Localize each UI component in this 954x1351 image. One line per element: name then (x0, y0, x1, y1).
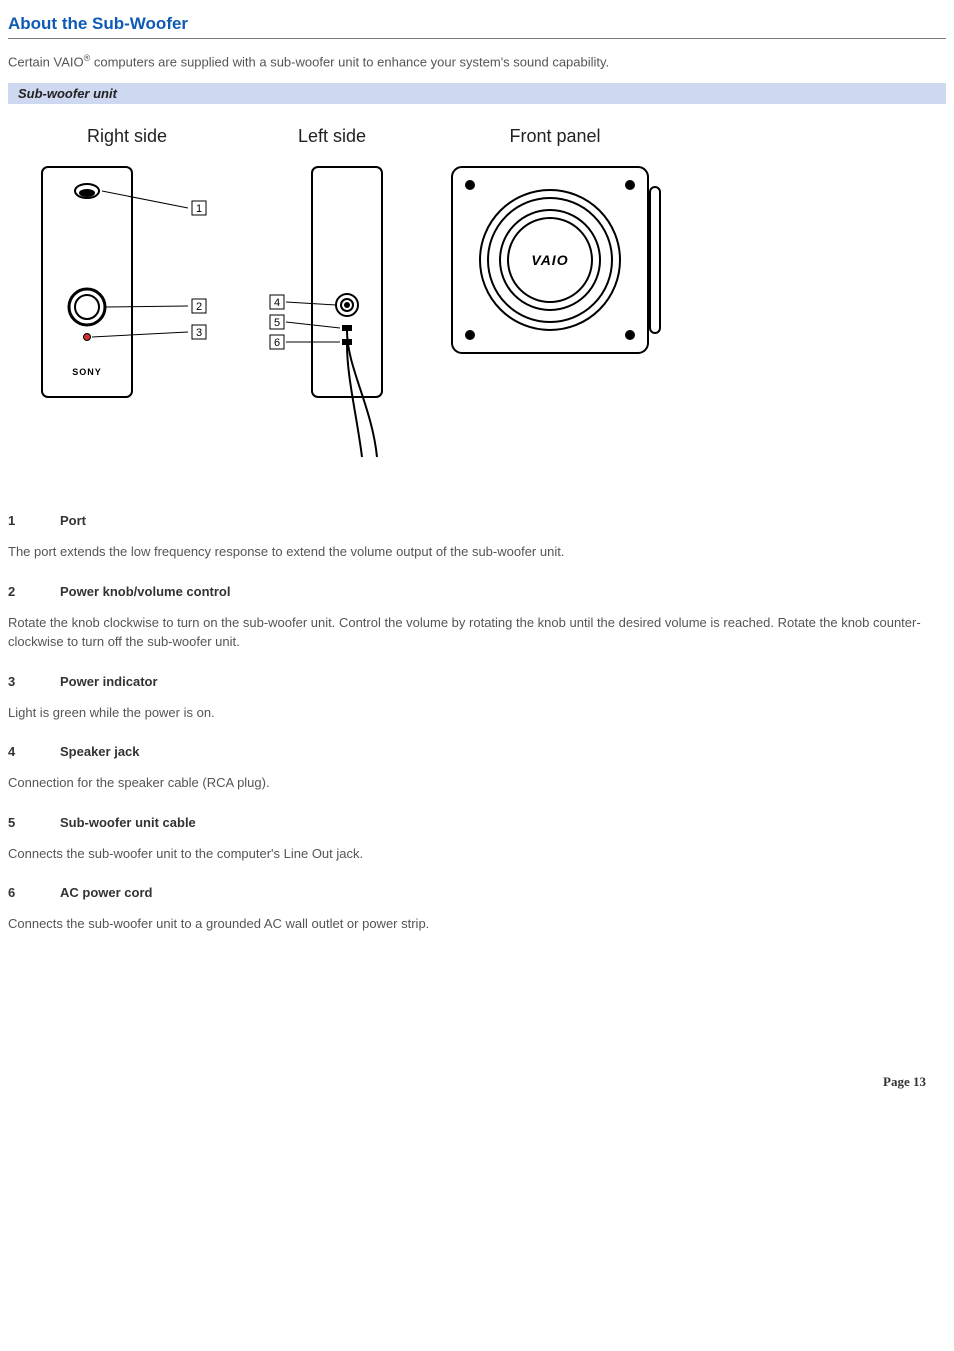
item-title: Port (60, 513, 86, 528)
item-description: Connects the sub-woofer unit to a ground… (8, 914, 946, 934)
panel-front: Front panel VAIO (442, 126, 668, 367)
svg-text:3: 3 (196, 327, 202, 339)
item-title: Power indicator (60, 674, 158, 689)
item-title: Speaker jack (60, 744, 140, 759)
item-number: 1 (8, 513, 20, 528)
svg-text:6: 6 (274, 337, 280, 349)
page: About the Sub-Woofer Certain VAIO® compu… (0, 0, 954, 1120)
item-heading: 4 Speaker jack (8, 744, 946, 759)
item-heading: 1 Port (8, 513, 946, 528)
svg-text:SONY: SONY (72, 367, 102, 377)
item-number: 3 (8, 674, 20, 689)
right-side-svg: SONY 1 2 3 (32, 157, 222, 417)
item-heading: 5 Sub-woofer unit cable (8, 815, 946, 830)
items-list: 1 Port The port extends the low frequency … (8, 513, 946, 934)
page-title: About the Sub-Woofer (8, 8, 946, 39)
item-number: 5 (8, 815, 20, 830)
item-heading: 6 AC power cord (8, 885, 946, 900)
item-heading: 3 Power indicator (8, 674, 946, 689)
panel-front-label: Front panel (509, 126, 600, 147)
intro-post: computers are supplied with a sub-woofer… (90, 54, 609, 69)
subwoofer-diagram: Right side SONY 1 2 3 Left side 4 5 6 Front p… (8, 118, 946, 491)
item-description: The port extends the low frequency respo… (8, 542, 946, 562)
item-title: Sub-woofer unit cable (60, 815, 196, 830)
panel-right-label: Right side (87, 126, 167, 147)
intro-pre: Certain VAIO (8, 54, 84, 69)
front-panel-svg: VAIO (442, 157, 668, 367)
item-description: Connection for the speaker cable (RCA pl… (8, 773, 946, 793)
panel-right-side: Right side SONY 1 2 3 (32, 126, 222, 417)
panel-left-label: Left side (298, 126, 366, 147)
item-description: Connects the sub-woofer unit to the comp… (8, 844, 946, 864)
footer-prefix: Page (883, 1074, 913, 1089)
item-description: Light is green while the power is on. (8, 703, 946, 723)
svg-text:1: 1 (196, 203, 202, 215)
svg-text:VAIO: VAIO (531, 252, 568, 268)
panel-left-side: Left side 4 5 6 (262, 126, 402, 467)
item-title: AC power cord (60, 885, 152, 900)
footer-page-num: 13 (913, 1074, 926, 1089)
svg-text:5: 5 (274, 317, 280, 329)
item-number: 4 (8, 744, 20, 759)
item-number: 6 (8, 885, 20, 900)
intro-text: Certain VAIO® computers are supplied wit… (8, 53, 946, 69)
section-subheading: Sub-woofer unit (8, 83, 946, 104)
svg-text:2: 2 (196, 301, 202, 313)
item-number: 2 (8, 584, 20, 599)
item-title: Power knob/volume control (60, 584, 230, 599)
left-side-svg: 4 5 6 (262, 157, 402, 467)
page-footer: Page 13 (8, 934, 946, 1096)
item-heading: 2 Power knob/volume control (8, 584, 946, 599)
item-description: Rotate the knob clockwise to turn on the… (8, 613, 946, 652)
svg-text:4: 4 (274, 297, 280, 309)
